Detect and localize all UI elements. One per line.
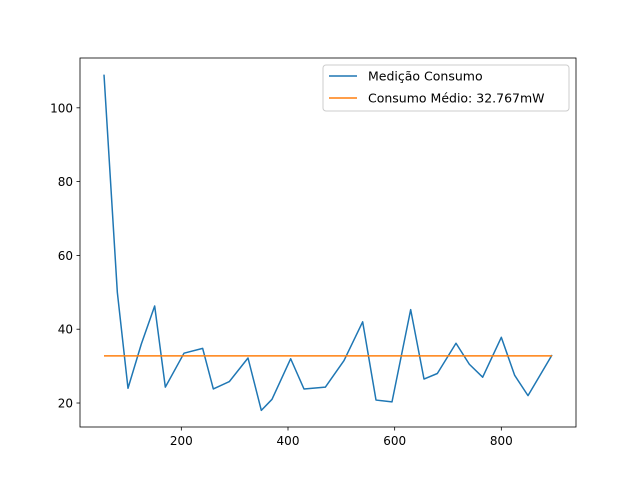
- x-tick-label: 400: [277, 434, 300, 448]
- x-tick-label: 800: [490, 434, 513, 448]
- legend-box: [322, 64, 570, 112]
- series-layer: [103, 74, 553, 412]
- y-tick-label: 20: [58, 397, 73, 411]
- x-tick-label: 200: [170, 434, 193, 448]
- plot-frame: [79, 57, 577, 428]
- y-tick-label: 40: [58, 323, 73, 337]
- x-tick-label: 600: [383, 434, 406, 448]
- series-line-0: [103, 74, 553, 412]
- legend-label-medicao-consumo: Medição Consumo: [368, 69, 483, 84]
- x-axis: 200 400 600 800: [170, 427, 513, 448]
- y-axis: 20 40 60 80 100: [50, 101, 80, 411]
- legend: Medição Consumo Consumo Médio: 32.767mW: [322, 64, 570, 112]
- y-tick-label: 100: [50, 101, 73, 115]
- y-tick-label: 60: [58, 249, 73, 263]
- legend-label-consumo-medio: Consumo Médio: 32.767mW: [368, 91, 545, 106]
- y-tick-label: 80: [58, 175, 73, 189]
